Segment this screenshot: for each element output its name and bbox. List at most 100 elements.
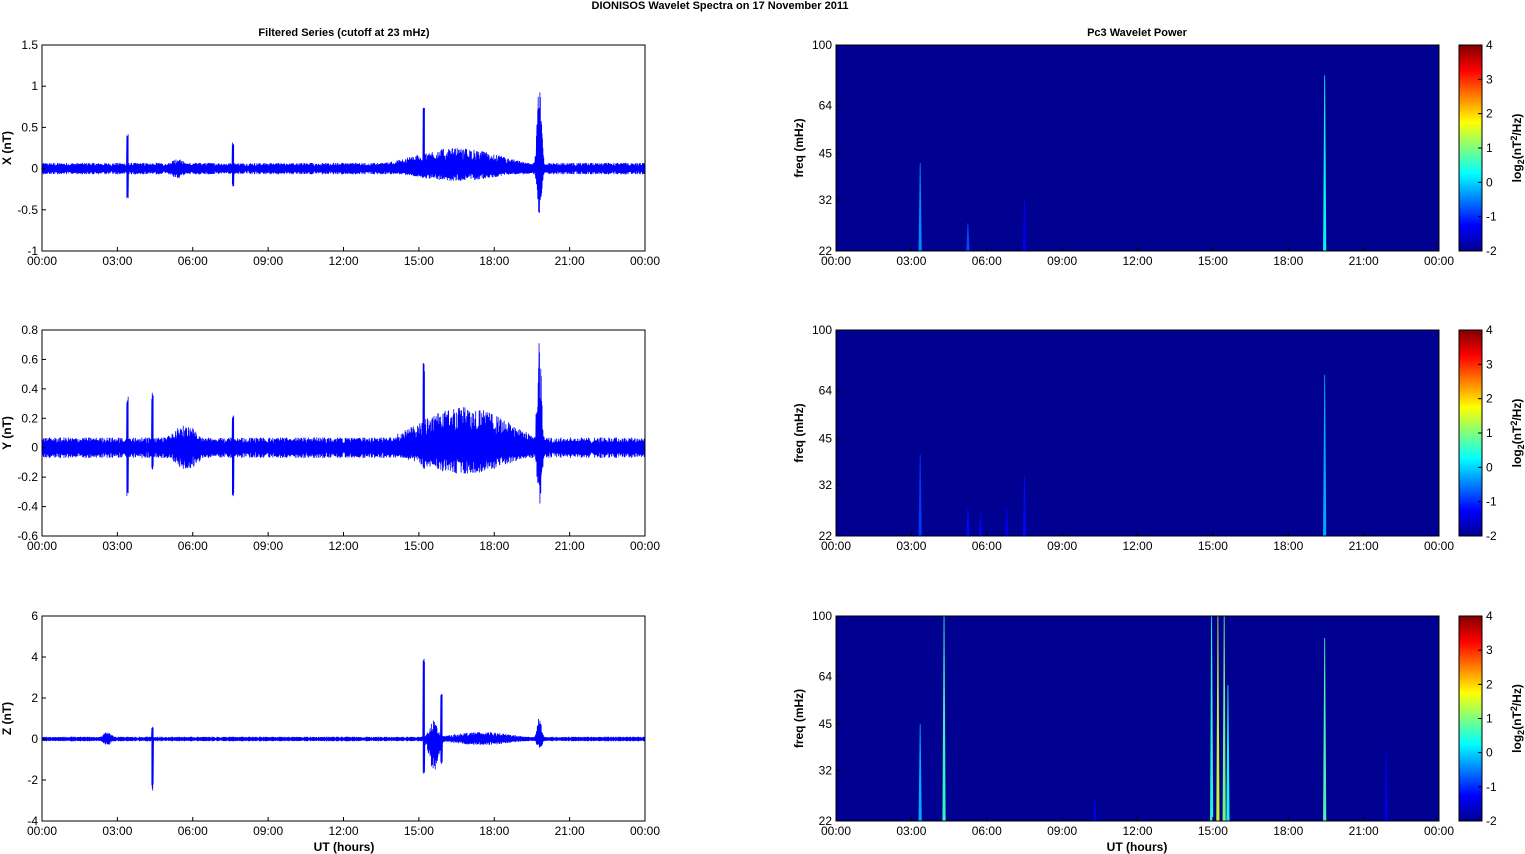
series-trace-x — [41, 92, 646, 213]
colorbar-tick-label-3: 1 — [1486, 141, 1493, 155]
colorbar-tick-label-4: 2 — [1486, 107, 1493, 121]
wavelet-ytick-label-1: 32 — [819, 478, 833, 492]
series-xtick-label-2: 06:00 — [178, 539, 208, 553]
wavelet-ytick-label-4: 100 — [812, 38, 832, 52]
wavelet-ytick-label-2: 45 — [819, 147, 833, 161]
colorbar-label: log2(nT2/Hz) — [1509, 399, 1525, 468]
series-plot-area — [42, 616, 645, 821]
wavelet-streak-2 — [1022, 200, 1027, 251]
wavelet-xtick-label-3: 09:00 — [1047, 824, 1077, 838]
wavelet-xtick-label-1: 03:00 — [896, 824, 926, 838]
wavelet-ytick-label-3: 64 — [819, 99, 833, 113]
series-xtick-label-3: 09:00 — [253, 824, 283, 838]
wavelet-xtick-label-5: 15:00 — [1198, 254, 1228, 268]
wavelet-xtick-label-7: 21:00 — [1349, 254, 1379, 268]
colorbar-tick-label-1: -1 — [1486, 780, 1497, 794]
figure-title: DIONISOS Wavelet Spectra on 17 November … — [592, 0, 849, 12]
colorbar-tick-label-2: 0 — [1486, 175, 1493, 189]
series-ytick-label-0: -0.6 — [17, 529, 38, 543]
wavelet-streak-4 — [1022, 476, 1027, 536]
wavelet-ylabel: freq (mHz) — [792, 403, 806, 462]
wavelet-streak-0 — [918, 724, 922, 821]
wavelet-streak-4 — [1216, 616, 1220, 821]
series-xtick-label-4: 12:00 — [328, 539, 358, 553]
wavelet-ytick-label-3: 64 — [819, 669, 833, 683]
wavelet-streak-0 — [918, 163, 922, 251]
series-xtick-label-4: 12:00 — [328, 254, 358, 268]
wavelet-xtick-label-8: 00:00 — [1424, 824, 1454, 838]
series-plot-area — [42, 330, 645, 536]
series-xtick-label-0: 00:00 — [27, 824, 57, 838]
wavelet-xtick-label-2: 06:00 — [972, 824, 1002, 838]
series-ytick-label-6: 0.6 — [21, 352, 38, 366]
wavelet-background — [836, 330, 1439, 536]
series-xtick-label-0: 00:00 — [27, 539, 57, 553]
wavelet-xtick-label-2: 06:00 — [972, 539, 1002, 553]
series-xtick-label-5: 15:00 — [404, 824, 434, 838]
wavelet-xtick-label-6: 18:00 — [1273, 539, 1303, 553]
colorbar-tick-label-0: -2 — [1486, 529, 1497, 543]
left-xlabel: UT (hours) — [314, 840, 375, 854]
wavelet-streak-7 — [1323, 638, 1327, 821]
colorbar-tick-label-3: 1 — [1486, 426, 1493, 440]
wavelet-ytick-label-4: 100 — [812, 323, 832, 337]
series-ylabel: X (nT) — [0, 131, 14, 165]
wavelet-background — [836, 45, 1439, 251]
wavelet-ytick-label-0: 22 — [819, 529, 833, 543]
series-xtick-label-8: 00:00 — [630, 539, 660, 553]
series-ytick-label-2: 0 — [31, 732, 38, 746]
wavelet-xtick-label-4: 12:00 — [1122, 254, 1152, 268]
wavelet-xtick-label-3: 09:00 — [1047, 539, 1077, 553]
series-ylabel: Y (nT) — [0, 416, 14, 450]
wavelet-xtick-label-6: 18:00 — [1273, 254, 1303, 268]
series-xtick-label-8: 00:00 — [630, 824, 660, 838]
series-ytick-label-2: 0 — [31, 162, 38, 176]
series-xtick-label-6: 18:00 — [479, 824, 509, 838]
series-ytick-label-2: -0.2 — [17, 470, 38, 484]
series-ytick-label-3: 0 — [31, 441, 38, 455]
wavelet-streak-3 — [1210, 616, 1214, 821]
wavelet-streak-1 — [966, 223, 970, 251]
series-xtick-label-7: 21:00 — [555, 539, 585, 553]
series-ytick-label-5: 1.5 — [21, 38, 38, 52]
colorbar-tick-label-2: 0 — [1486, 746, 1493, 760]
colorbar-tick-label-2: 0 — [1486, 460, 1493, 474]
series-ytick-label-4: 0.2 — [21, 411, 38, 425]
series-ytick-label-5: 6 — [31, 609, 38, 623]
wavelet-streak-0 — [918, 454, 922, 536]
colorbar-tick-label-5: 3 — [1486, 643, 1493, 657]
colorbar-tick-label-5: 3 — [1486, 72, 1493, 86]
colorbar-label: log2(nT2/Hz) — [1509, 114, 1525, 183]
wavelet-xtick-label-3: 09:00 — [1047, 254, 1077, 268]
series-panel-z: -4 -2 0 2 4 6 00:00 03:00 06:00 09:00 12:00 15:00 18… — [0, 609, 660, 838]
series-xtick-label-2: 06:00 — [178, 254, 208, 268]
wavelet-streak-5 — [1222, 616, 1226, 821]
series-ytick-label-0: -1 — [27, 244, 38, 258]
wavelet-xtick-label-7: 21:00 — [1349, 824, 1379, 838]
colorbar-tick-label-0: -2 — [1486, 244, 1497, 258]
series-xtick-label-6: 18:00 — [479, 539, 509, 553]
series-xtick-label-4: 12:00 — [328, 824, 358, 838]
series-ylabel: Z (nT) — [0, 702, 14, 735]
wavelet-xtick-label-0: 00:00 — [821, 539, 851, 553]
series-ytick-label-1: -0.5 — [17, 203, 38, 217]
wavelet-ytick-label-4: 100 — [812, 609, 832, 623]
wavelet-ytick-label-1: 32 — [819, 193, 833, 207]
series-xtick-label-1: 03:00 — [102, 254, 132, 268]
series-xtick-label-7: 21:00 — [555, 824, 585, 838]
colorbar-tick-label-3: 1 — [1486, 712, 1493, 726]
colorbar-tick-label-0: -2 — [1486, 814, 1497, 828]
colorbar-tick-label-1: -1 — [1486, 210, 1497, 224]
wavelet-streak-3 — [1323, 75, 1327, 252]
colorbar-tick-label-1: -1 — [1486, 495, 1497, 509]
series-xtick-label-8: 00:00 — [630, 254, 660, 268]
wavelet-background — [836, 616, 1439, 821]
colorbar-tick-label-6: 4 — [1486, 609, 1493, 623]
series-xtick-label-2: 06:00 — [178, 824, 208, 838]
colorbar-tick-label-6: 4 — [1486, 38, 1493, 52]
wavelet-xtick-label-2: 06:00 — [972, 254, 1002, 268]
series-xtick-label-5: 15:00 — [404, 539, 434, 553]
